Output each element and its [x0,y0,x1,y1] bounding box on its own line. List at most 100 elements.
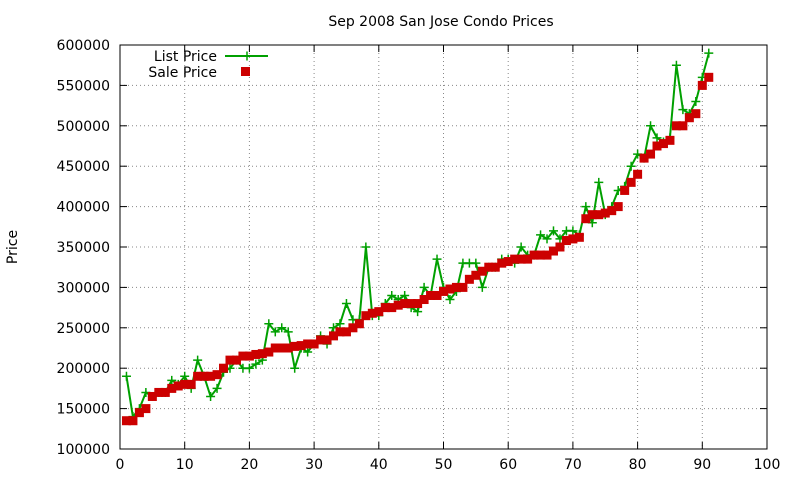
legend-marker-list-price [242,51,252,61]
x-tick-label: 100 [754,457,781,473]
sale-price-point [439,286,448,296]
list-price-point [264,319,274,329]
list-price-point [167,375,177,385]
x-tick-label: 30 [305,457,323,473]
sale-price-point [296,341,306,351]
sale-price-point [658,139,668,149]
list-price-point [121,371,131,381]
sale-price-point [212,370,222,380]
y-tick-label: 300000 [57,280,110,296]
list-price-point [290,363,300,373]
sale-price-point [361,311,371,321]
sale-price-point [277,343,287,353]
sale-price-point [121,416,131,426]
sale-price-point [128,416,138,426]
list-price-point [536,230,546,240]
sale-price-point [633,169,643,179]
sale-price-point [270,343,280,353]
list-price-point [193,355,203,365]
list-price-point [361,242,371,252]
sale-price-point [523,254,533,264]
sale-price-point [581,214,591,224]
sale-price-point [316,335,326,345]
sale-price-point [510,254,520,264]
legend: List Price Sale Price [148,49,268,81]
sale-price-point [529,250,539,260]
list-price-point [704,48,714,58]
sale-price-point [387,303,397,313]
x-tick-label: 0 [116,457,125,473]
sale-price-point [406,299,416,309]
sale-price-point [154,387,164,397]
sale-price-point [684,113,694,123]
sale-price-point [290,341,300,351]
legend-label-sale-price: Sale Price [148,65,217,81]
list-price-line [125,52,710,418]
list-price-point [212,383,222,393]
list-price-point [419,282,429,292]
list-price-point [251,359,261,369]
sale-price-point [503,257,513,267]
sale-price-point [251,349,261,359]
sale-price-point [697,80,707,90]
list-price-point [303,347,313,357]
sale-price-point [432,290,442,300]
list-price-point [548,226,558,236]
sale-price-point [516,254,526,264]
list-price-point [206,391,216,401]
sale-price-point [231,355,241,365]
sale-price-point [367,308,377,318]
list-price-point [477,282,487,292]
sale-price-point [244,351,254,361]
sale-price-point [206,371,216,381]
list-price-point [445,295,455,305]
sale-price-point [652,141,662,151]
sale-price-point [329,331,339,341]
legend-marker-sale-price [241,67,250,76]
y-tick-label: 250000 [57,321,110,337]
y-tick-label: 600000 [57,38,110,54]
sale-price-point [199,371,209,381]
chart-title: Sep 2008 San Jose Condo Prices [328,14,553,30]
list-price-point [244,363,254,373]
sale-price-point [141,404,151,414]
sale-price-point [322,335,332,345]
sale-price-point [574,232,584,242]
sale-price-point [665,135,675,145]
x-tick-label: 80 [629,457,647,473]
sale-price-point [283,343,293,353]
sale-price-point [160,387,170,397]
sale-price-point [180,379,190,389]
y-tick-label: 150000 [57,402,110,418]
sale-price-point [678,121,688,131]
sale-price-point [613,202,623,212]
sale-price-point [134,408,144,418]
y-tick-label: 500000 [57,119,110,135]
list-price-point [678,105,688,115]
sale-price-point [639,153,649,163]
list-price-point [594,177,604,187]
legend-label-list-price: List Price [154,49,217,65]
x-tick-label: 60 [499,457,517,473]
list-price-point [691,97,701,107]
sale-price-point [484,262,494,272]
axis-ticks: 0 10 20 30 40 50 60 70 80 90 100 100000 150000 200000… [57,38,781,473]
list-price-point [400,290,410,300]
sale-price-point [374,307,384,317]
x-tick-label: 10 [176,457,194,473]
series-layer [121,48,714,426]
list-price-point [387,290,397,300]
sale-price-point [354,319,364,329]
sale-price-point [173,381,183,391]
list-price-point [471,258,481,268]
sale-price-point [335,327,345,337]
sale-price-point [587,210,597,220]
sale-price-point [594,210,604,220]
sale-price-point [620,185,630,195]
sale-price-point [490,262,500,272]
sale-price-point [555,242,565,252]
sale-price-point [671,121,681,131]
list-price-point [671,60,681,70]
sale-price-point [264,347,274,357]
list-price-point [413,307,423,317]
